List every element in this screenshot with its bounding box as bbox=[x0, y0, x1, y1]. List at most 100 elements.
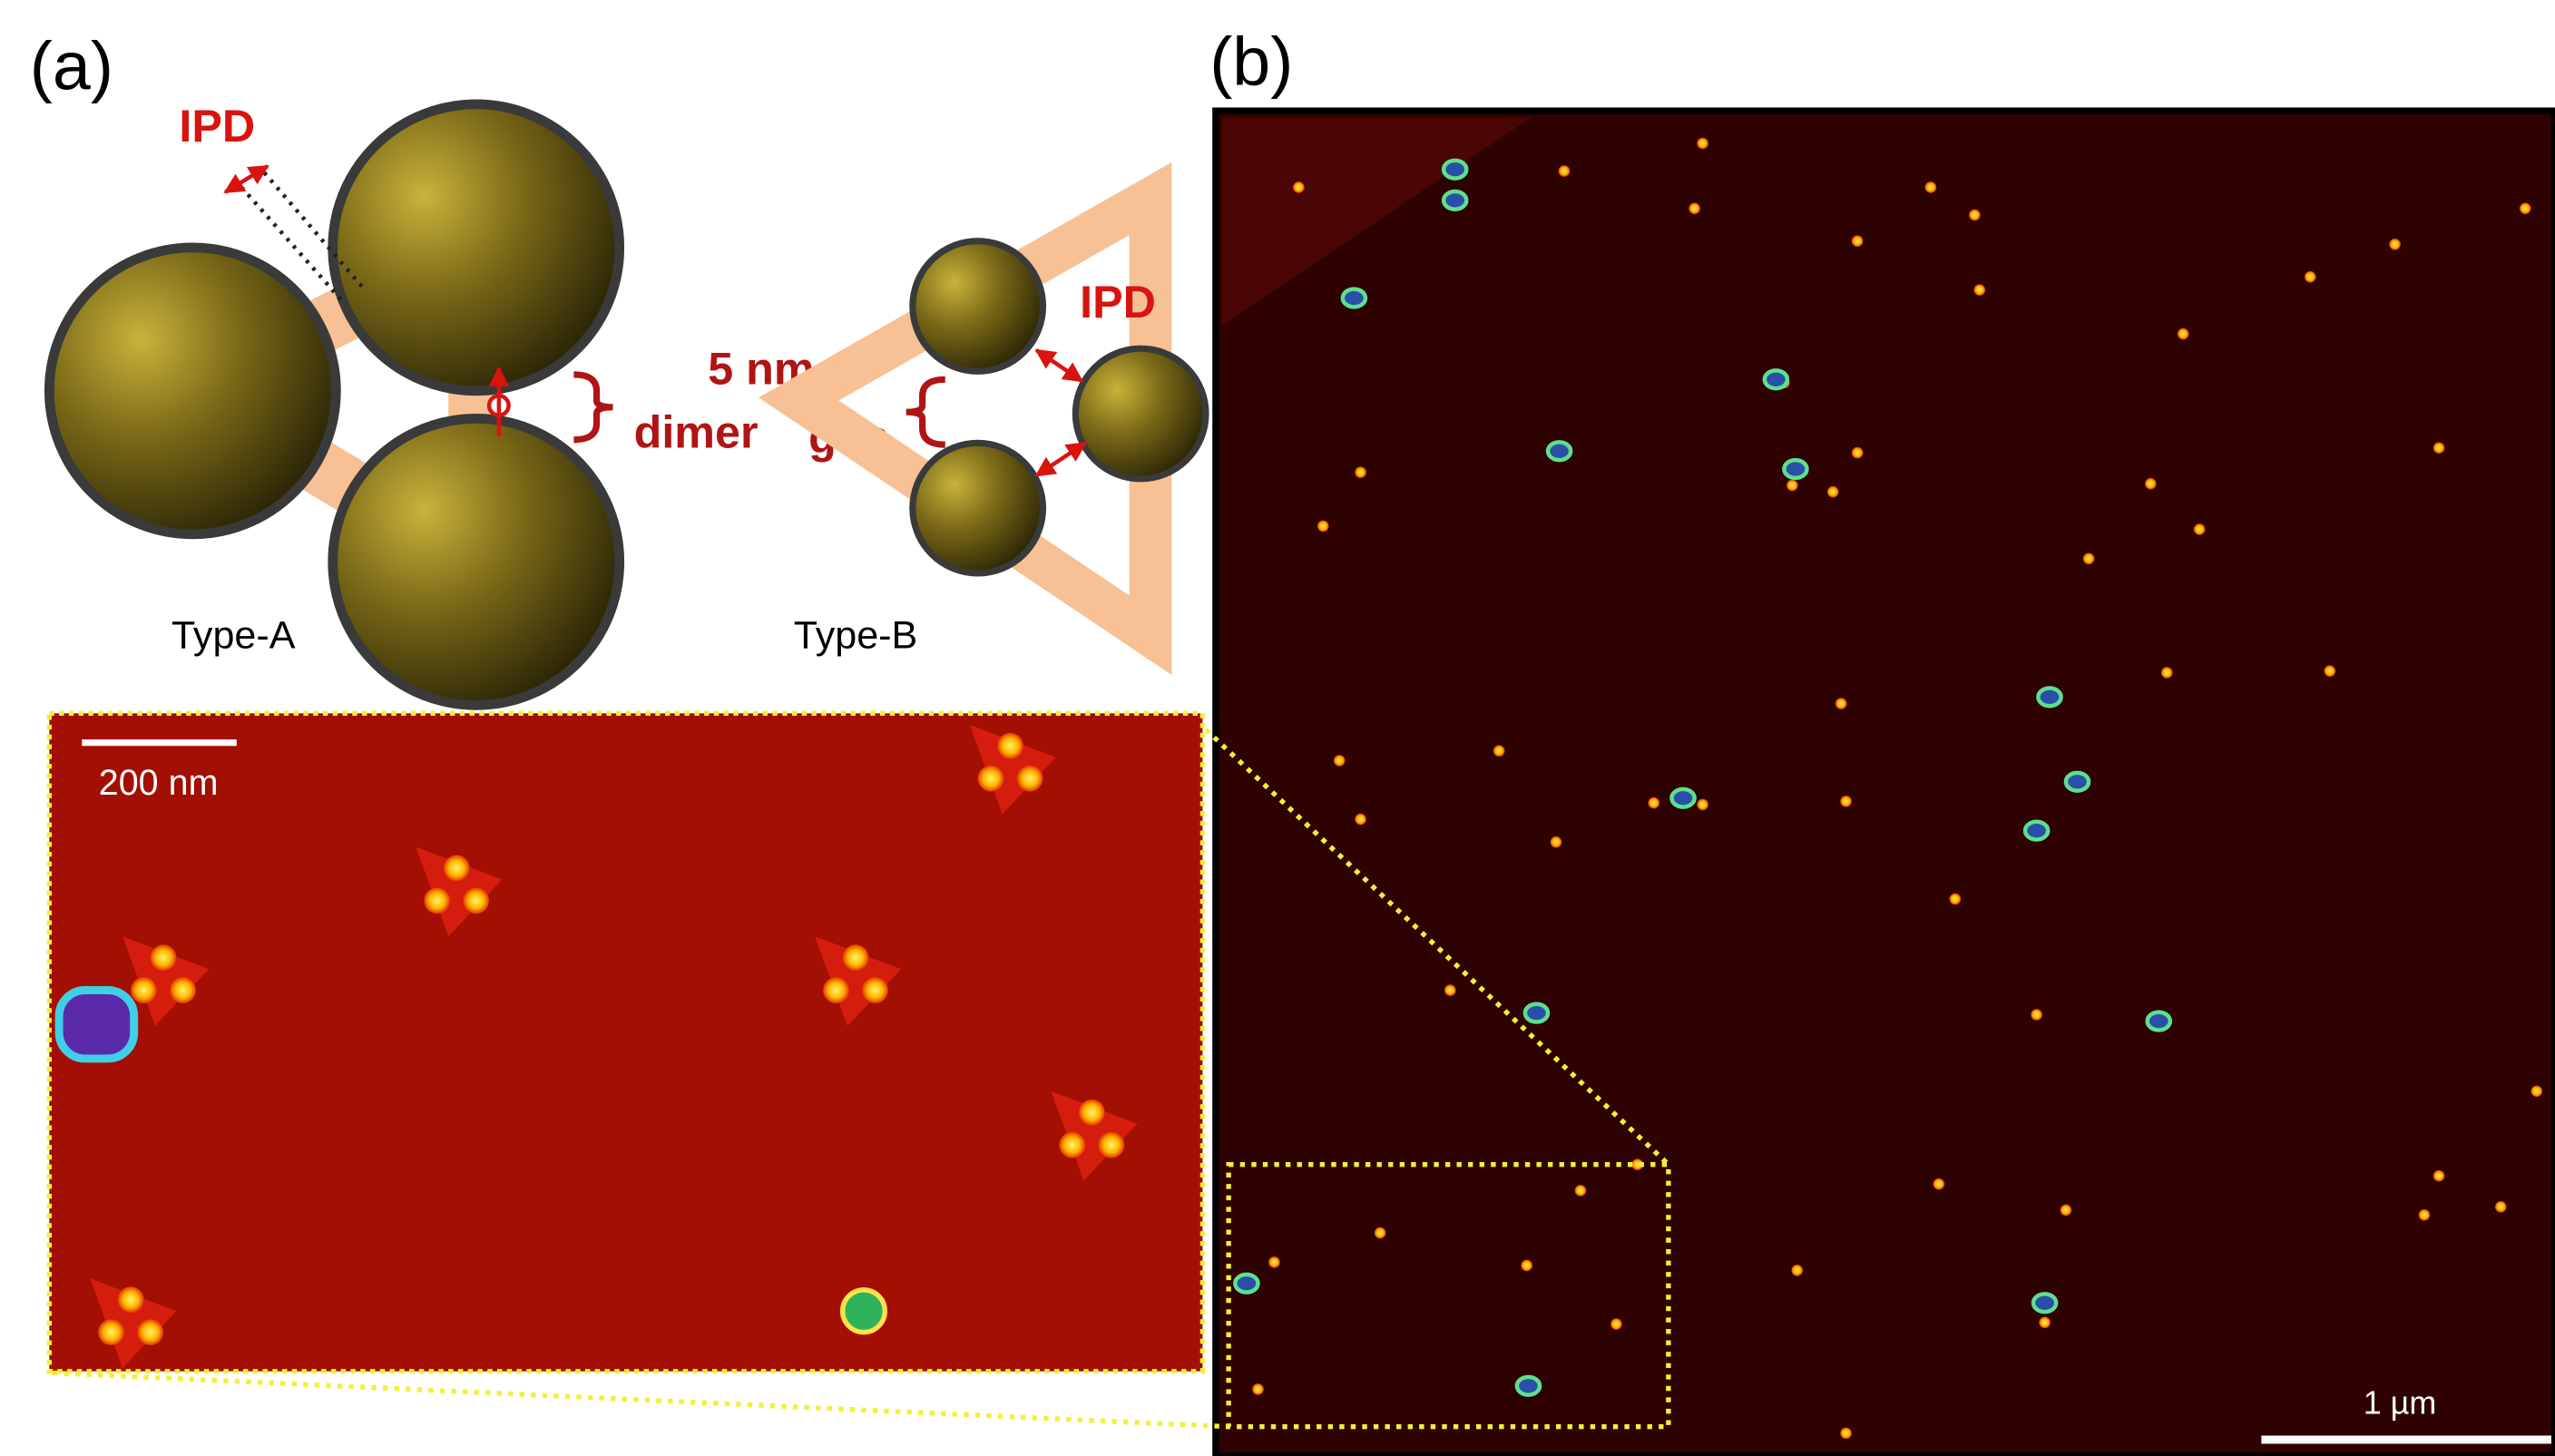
particle bbox=[1548, 442, 1571, 460]
particle bbox=[1375, 1227, 1386, 1239]
scale-label: 200 nm bbox=[99, 763, 219, 803]
particle bbox=[2061, 1205, 2072, 1217]
particle bbox=[463, 887, 489, 914]
particle bbox=[151, 944, 177, 971]
particle bbox=[444, 855, 470, 882]
particle bbox=[2433, 442, 2445, 454]
particle bbox=[98, 1319, 124, 1345]
particle bbox=[1827, 486, 1839, 498]
particle bbox=[2194, 523, 2206, 535]
ipd-arrow bbox=[225, 166, 268, 192]
particle bbox=[1444, 984, 1456, 996]
particle bbox=[1697, 799, 1708, 811]
particle bbox=[1252, 1383, 1264, 1395]
ipd-arrow bbox=[1036, 350, 1082, 381]
sphere bbox=[1075, 348, 1206, 479]
particle bbox=[2161, 667, 2173, 679]
particle bbox=[1099, 1132, 1125, 1158]
particle bbox=[843, 944, 869, 971]
particle bbox=[1787, 480, 1798, 492]
sphere bbox=[333, 104, 620, 391]
particle bbox=[1835, 698, 1847, 709]
particle bbox=[1334, 755, 1346, 767]
particle bbox=[1852, 447, 1864, 459]
brace bbox=[906, 379, 945, 445]
particle bbox=[1689, 203, 1700, 215]
afm-image bbox=[1216, 111, 2555, 1456]
particle bbox=[1444, 191, 1466, 210]
particle bbox=[2520, 203, 2531, 215]
particle bbox=[1765, 370, 1787, 388]
particle bbox=[1444, 161, 1466, 179]
particle bbox=[1784, 460, 1806, 478]
particle bbox=[997, 733, 1023, 759]
particle bbox=[1610, 1318, 1622, 1330]
particle bbox=[2031, 1009, 2042, 1021]
scale-label: 1 µm bbox=[2364, 1384, 2437, 1421]
particle bbox=[2531, 1086, 2542, 1098]
particle bbox=[843, 1290, 886, 1333]
particle bbox=[862, 977, 888, 1003]
particle bbox=[2025, 822, 2048, 840]
particle bbox=[1925, 181, 1937, 193]
particle bbox=[1521, 1260, 1532, 1272]
particle bbox=[2033, 1294, 2056, 1312]
particle bbox=[1969, 210, 1981, 221]
sphere bbox=[913, 443, 1043, 573]
particle bbox=[1293, 181, 1305, 193]
zoom-line bbox=[53, 1373, 1229, 1426]
particle bbox=[137, 1319, 163, 1345]
brace bbox=[573, 375, 612, 440]
particle bbox=[1317, 521, 1329, 533]
particle bbox=[1559, 165, 1571, 177]
particle bbox=[2038, 689, 2061, 707]
particle bbox=[1933, 1178, 1945, 1190]
sphere bbox=[913, 241, 1043, 372]
particle bbox=[2066, 773, 2089, 791]
particle bbox=[2495, 1201, 2507, 1213]
particle bbox=[2178, 328, 2189, 340]
particle bbox=[2083, 553, 2095, 565]
particle bbox=[1575, 1185, 1587, 1197]
sphere bbox=[333, 418, 620, 705]
particle bbox=[1493, 745, 1505, 757]
particle bbox=[978, 766, 1004, 792]
particle bbox=[424, 887, 450, 914]
particle bbox=[1551, 836, 1562, 848]
particle bbox=[823, 977, 849, 1003]
type-label: Type-B bbox=[794, 614, 917, 658]
particle bbox=[1852, 235, 1864, 247]
inset-image bbox=[49, 713, 1202, 1371]
particle bbox=[2305, 271, 2316, 283]
ipd-label: IPD bbox=[1080, 277, 1156, 327]
particle bbox=[1355, 814, 1366, 826]
particle bbox=[1671, 789, 1694, 807]
particle bbox=[131, 977, 157, 1003]
particle bbox=[1697, 138, 1708, 150]
page: {"panel_a": {"label": "(a)", "ipd_a": "I… bbox=[0, 0, 2555, 1456]
particle bbox=[1840, 1428, 1852, 1440]
particle bbox=[2433, 1170, 2445, 1182]
particle bbox=[1950, 894, 1962, 905]
figure: (a) IPD dimer 5 nm gap IPD Type-A Type-B… bbox=[0, 0, 2555, 1456]
particle bbox=[1840, 796, 1852, 807]
particle bbox=[1235, 1275, 1258, 1293]
particle bbox=[2419, 1209, 2431, 1221]
ipd-label: IPD bbox=[179, 101, 255, 151]
particle bbox=[1973, 284, 1985, 296]
particle bbox=[2145, 478, 2157, 490]
particle bbox=[1017, 766, 1043, 792]
sphere bbox=[49, 248, 336, 534]
ipd-arrow bbox=[1036, 443, 1085, 475]
particle bbox=[1648, 797, 1659, 809]
panel-label: (b) bbox=[1209, 23, 1293, 99]
particle bbox=[2148, 1012, 2170, 1031]
particle bbox=[1517, 1377, 1540, 1395]
type-label: Type-A bbox=[171, 614, 296, 658]
dimer-label: dimer bbox=[634, 407, 759, 458]
particle bbox=[2039, 1317, 2051, 1329]
particle bbox=[118, 1286, 144, 1313]
particle bbox=[170, 977, 196, 1003]
panel-label: (a) bbox=[30, 28, 113, 104]
particle bbox=[2324, 665, 2335, 677]
